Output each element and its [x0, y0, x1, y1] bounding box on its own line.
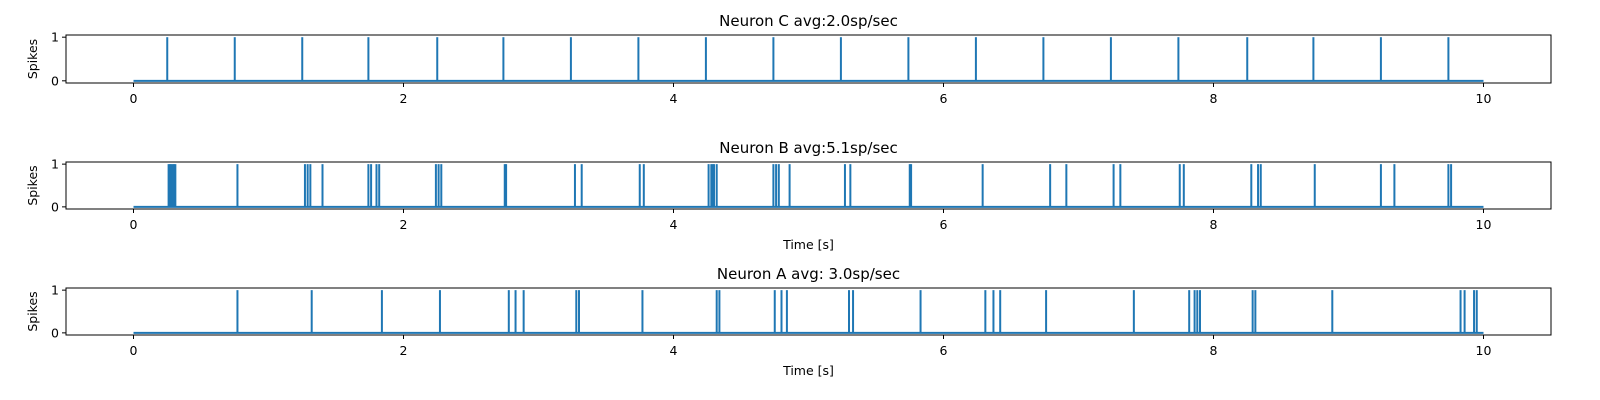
- x-tick-label: 4: [670, 217, 678, 232]
- spike-panel: Neuron C avg:2.0sp/sec Spikes 0 2 4 6 8 10 0 1: [25, 12, 1552, 106]
- y-axis-label: Spikes: [25, 291, 40, 331]
- panel-title: Neuron A avg: 3.0sp/sec: [717, 265, 900, 283]
- y-tick-label: 1: [51, 283, 59, 298]
- y-tick-label: 0: [51, 325, 59, 340]
- spike-panel: Neuron A avg: 3.0sp/sec Spikes Time [s] 0 2 4…: [25, 265, 1552, 378]
- axes-frame: [65, 287, 1552, 336]
- x-axis-label: Time [s]: [782, 363, 834, 378]
- y-axis-label: Spikes: [25, 165, 40, 205]
- x-axis-label: Time [s]: [782, 237, 834, 252]
- y-axis-label: Spikes: [25, 39, 40, 79]
- x-tick-label: 2: [400, 91, 408, 106]
- panel-title: Neuron B avg:5.1sp/sec: [719, 139, 897, 157]
- x-tick-label: 8: [1210, 217, 1218, 232]
- x-tick-label: 2: [400, 343, 408, 358]
- axes-frame: [65, 161, 1552, 210]
- x-tick-label: 6: [940, 217, 948, 232]
- x-tick-label: 10: [1476, 343, 1492, 358]
- x-tick-label: 0: [130, 217, 138, 232]
- x-tick-label: 10: [1476, 217, 1492, 232]
- x-tick-label: 0: [130, 343, 138, 358]
- x-tick-label: 6: [940, 343, 948, 358]
- x-tick-label: 8: [1210, 343, 1218, 358]
- panel-title: Neuron C avg:2.0sp/sec: [719, 12, 898, 30]
- x-tick-label: 6: [940, 91, 948, 106]
- x-tick-label: 2: [400, 217, 408, 232]
- axes-frame: [65, 34, 1552, 84]
- spike-panel: Neuron B avg:5.1sp/sec Spikes Time [s] 0 2 4 6…: [25, 139, 1552, 252]
- y-tick-label: 1: [51, 30, 59, 45]
- y-tick-label: 1: [51, 157, 59, 172]
- y-tick-label: 0: [51, 199, 59, 214]
- x-tick-label: 10: [1476, 91, 1492, 106]
- x-tick-label: 0: [130, 91, 138, 106]
- y-tick-label: 0: [51, 73, 59, 88]
- x-tick-label: 8: [1210, 91, 1218, 106]
- x-tick-label: 4: [670, 343, 678, 358]
- x-tick-label: 4: [670, 91, 678, 106]
